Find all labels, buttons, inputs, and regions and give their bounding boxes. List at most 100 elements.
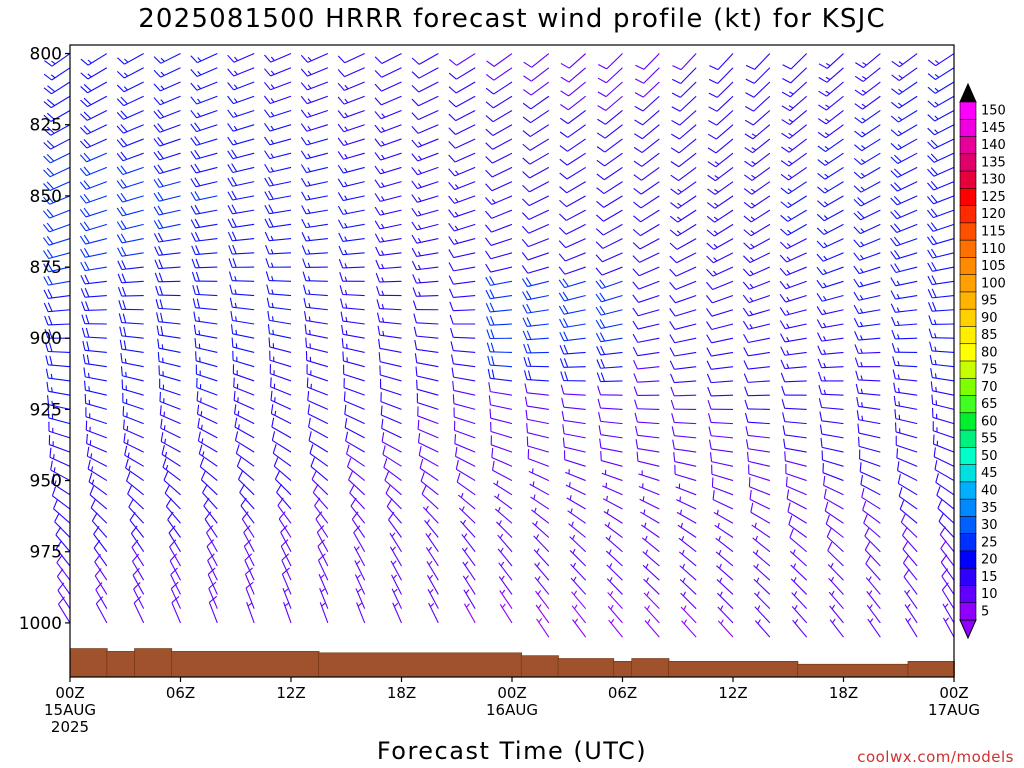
colorbar-swatch [959,118,977,138]
wind-barb [532,520,550,538]
wind-barb [817,371,844,382]
wind-barb [679,563,697,581]
wind-barb [528,468,550,482]
wind-barb [566,495,586,510]
wind-barb [751,522,771,538]
terrain-segment [612,661,633,678]
wind-barb [853,181,881,193]
wind-barb [635,53,660,70]
wind-barb [197,431,218,453]
wind-barb [167,511,181,538]
wind-barb [264,231,292,242]
wind-barb [485,263,513,273]
wind-barb [488,382,513,396]
wind-barb [902,526,918,553]
wind-barb [382,445,402,467]
wind-barb [932,421,955,439]
wind-barb [745,95,771,112]
wind-barb [374,152,402,161]
wind-barb [531,507,550,524]
wind-barb [194,338,218,353]
wind-barb [43,249,71,260]
wind-barb [337,137,365,147]
wind-barb [79,180,108,190]
wind-barb [784,451,807,467]
wind-barb [559,166,586,180]
wind-barb [229,297,255,311]
wind-barb [680,591,697,610]
wind-barb [200,470,218,496]
wind-barb [300,81,329,91]
wind-barb [230,324,255,339]
wind-barb [605,535,623,553]
wind-barb [233,377,255,396]
wind-barb [893,382,918,396]
wind-barb [927,109,955,122]
wind-barb [301,218,328,229]
wind-barb [707,152,734,168]
wind-barb [899,500,918,524]
y-axis: 800 825 850 875 900 925 950 975 1000 [19,45,70,634]
wind-barb [44,342,71,354]
wind-barb [453,407,476,425]
wind-barb [782,53,808,70]
wind-barb [307,390,329,410]
wind-barb [237,470,255,496]
wind-barb [269,364,292,382]
wind-barb [232,364,255,382]
wind-barb [390,560,402,581]
wind-barb [80,53,108,66]
wind-barb [448,288,476,298]
wind-barb [300,164,328,174]
wind-barb [853,304,881,315]
wind-barb [122,419,144,439]
wind-barb [231,337,255,353]
wind-barb [890,277,918,287]
wind-barb [348,470,366,496]
wind-barb [374,81,402,92]
wind-barb [716,577,734,595]
wind-barb [605,549,623,567]
wind-barb [450,328,476,339]
wind-barb [80,248,107,258]
wind-barb [349,484,366,510]
wind-barb [264,150,292,160]
wind-barb [521,277,549,288]
wind-barb [191,245,218,256]
wind-barb [155,285,181,297]
wind-barb [378,352,402,368]
wind-barb [227,136,255,146]
wind-barb [227,95,255,105]
wind-barb [902,540,918,567]
y-tick-label: 950 [30,472,62,492]
wind-barb [859,449,881,467]
wind-barb [48,421,71,439]
wind-barb [232,350,255,368]
x-tick-label: 16AUG [486,701,538,719]
wind-barb [191,258,218,269]
wind-barb [376,312,402,325]
wind-barb [753,563,771,581]
wind-barb [79,138,108,149]
wind-barb [195,364,218,382]
wind-barb [854,81,881,96]
wind-barb [745,67,771,84]
wind-barb [783,438,807,453]
wind-barb [46,381,71,396]
wind-barb [300,123,328,132]
wind-barb [50,473,71,496]
wind-barb [817,152,844,166]
wind-barb [559,331,586,342]
wind-barb [346,457,366,481]
wind-barb [153,95,181,106]
wind-barb [671,124,697,140]
colorbar-swatch [959,481,977,500]
wind-barb [271,431,292,453]
wind-barb [864,541,881,567]
wind-barb [746,451,770,467]
wind-barb [904,603,918,624]
wind-barb [904,589,918,609]
wind-barb [669,238,697,250]
wind-barb [485,67,513,81]
wind-barb [890,290,918,300]
